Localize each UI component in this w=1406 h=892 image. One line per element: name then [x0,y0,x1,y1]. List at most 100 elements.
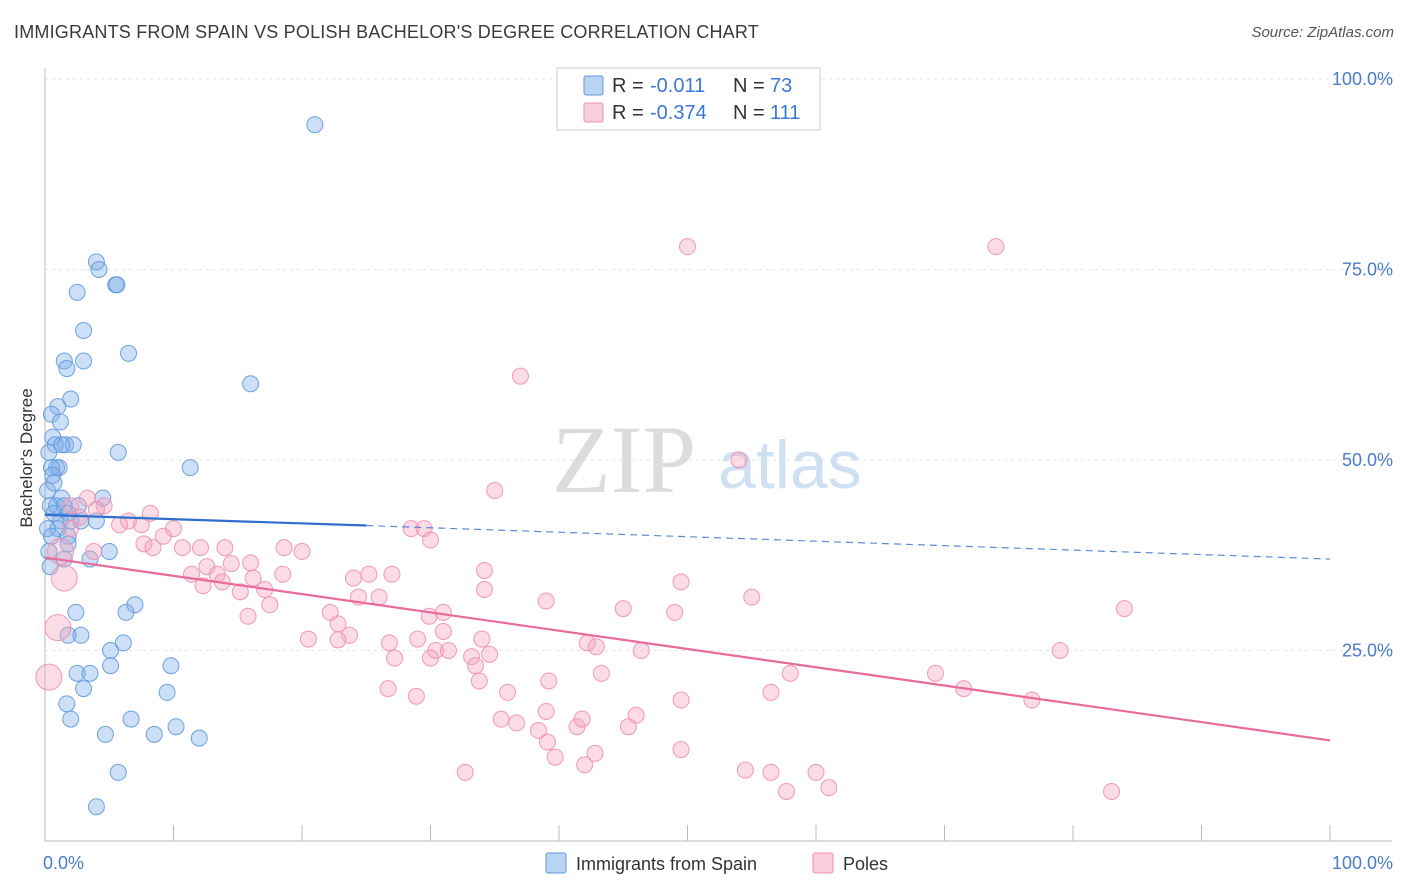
point-poles [402,520,420,538]
point-poles [475,581,493,599]
point-spain [64,436,82,454]
point-poles [222,555,240,573]
point-poles [379,680,397,698]
point-poles [344,569,362,587]
point-poles [576,756,594,774]
point-poles [777,782,795,800]
stats-legend-swatch-spain [583,75,604,96]
point-poles [409,630,427,648]
point-spain [109,443,127,461]
chart-title: IMMIGRANTS FROM SPAIN VS POLISH BACHELOR… [14,22,759,42]
point-poles [299,630,317,648]
point-spain [167,718,185,736]
point-spain [242,375,260,393]
point-spain [114,634,132,652]
point-spain [68,664,86,682]
point-poles [370,588,388,606]
point-poles [666,603,684,621]
point-poles [1115,600,1133,618]
point-spain [72,626,90,644]
y-tick-label: 100.0% [1332,69,1393,89]
point-spain [190,729,208,747]
point-spain [96,725,114,743]
point-poles [329,631,347,649]
point-poles [87,501,105,519]
point-spain [45,474,63,492]
point-poles [50,564,78,592]
point-poles [586,744,604,762]
point-poles [987,238,1005,256]
point-poles [144,539,162,557]
point-poles [1023,691,1041,709]
point-poles [456,763,474,781]
point-poles [473,630,491,648]
point-poles [546,748,564,766]
point-poles [135,535,153,553]
point-spain [306,116,324,134]
stats-legend-swatch-poles [583,102,604,123]
point-spain [90,261,108,278]
trend-line-spain-extension [366,524,1331,560]
stats-r-label: R = [612,75,644,97]
watermark-atlas: atlas [718,427,862,503]
stats-n-label: N = [733,102,765,124]
point-poles [475,561,493,579]
point-spain [162,657,180,675]
watermark: ZIP atlas [552,406,862,513]
y-axis-title: Bachelor's Degree [17,388,36,527]
point-poles [820,779,838,797]
point-poles [573,710,591,728]
point-poles [587,638,605,656]
stats-r-value-poles: -0.374 [650,102,707,124]
point-poles [439,642,457,659]
stats-n-value-poles: 111 [770,102,800,124]
point-spain [102,657,120,675]
point-spain [53,436,71,454]
point-poles [540,672,558,690]
point-poles [619,718,637,736]
point-poles [78,489,96,507]
point-spain [87,798,105,816]
point-poles [529,722,547,740]
point-poles [538,733,556,751]
point-spain [117,603,135,621]
point-spain [102,642,120,659]
source-credit: Source: ZipAtlas.com [1251,24,1394,41]
point-spain [62,390,80,408]
x-tick-label-max: 100.0% [1332,853,1393,873]
point-spain [122,710,140,728]
point-poles [422,531,439,549]
point-poles [470,672,488,690]
y-tick-label: 75.0% [1342,260,1393,280]
point-spain [100,542,118,560]
point-spain [40,542,58,560]
point-poles [194,577,212,595]
point-poles [481,645,499,663]
point-poles [173,539,191,557]
point-poles [781,664,799,682]
point-poles [762,763,780,781]
point-poles [231,583,249,601]
point-spain [40,443,58,461]
point-poles [743,588,761,606]
point-spain [108,276,126,294]
point-poles [95,497,113,515]
legend-swatch-spain [545,852,567,874]
trend-lines [44,513,1331,742]
point-spain [75,321,93,339]
point-poles [730,451,748,469]
point-spain [58,695,76,713]
point-poles [44,614,72,642]
point-poles [132,516,150,534]
point-poles [466,657,484,675]
point-spain [62,710,80,728]
point-poles [85,542,103,560]
point-poles [422,649,439,667]
point-poles [383,565,401,583]
point-poles [592,664,610,682]
stats-n-value-spain: 73 [770,75,792,97]
y-tick-label: 50.0% [1342,450,1393,470]
point-spain [67,603,85,621]
stats-legend: R = -0.011 N = 73 R = -0.374 N = 111 [556,67,821,131]
